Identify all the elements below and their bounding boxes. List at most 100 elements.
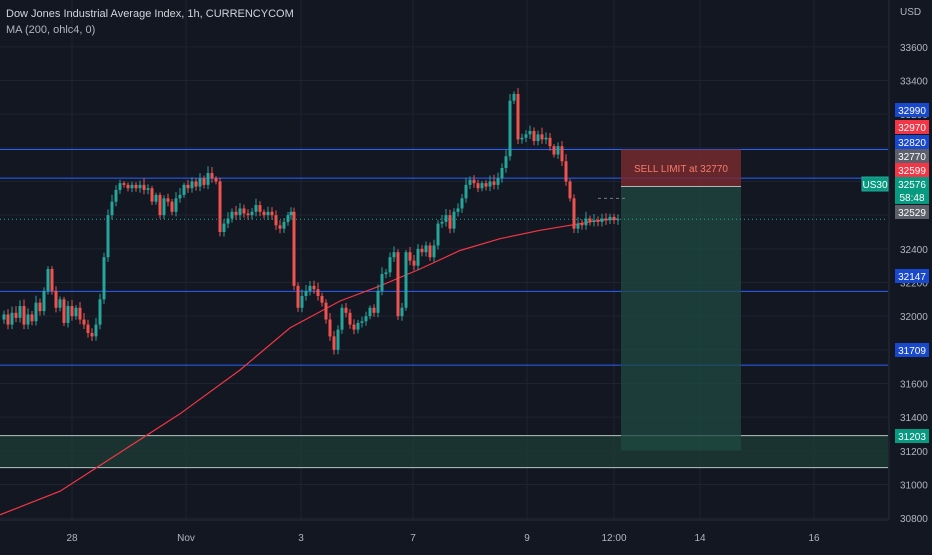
candle-body [588,218,592,222]
chart-title: Dow Jones Industrial Average Index, 1h, … [6,8,294,20]
candle-body [2,314,6,320]
candle-body [286,215,290,222]
candle-body [484,183,488,187]
candle-body [206,173,210,185]
candle-body [222,223,226,232]
price-label: 32770 [898,152,926,163]
candle-body [592,220,596,222]
candle-body [508,100,512,157]
candle-body [300,295,304,308]
candle-body [544,137,548,140]
candle-body [258,205,262,212]
candle-body [146,188,150,190]
candle-body [556,146,560,155]
candle-body [210,173,214,179]
price-label: 31709 [898,346,926,357]
ma-200-line [0,218,619,516]
short-position-tool[interactable]: SELL LIMIT at 32770 [598,149,741,451]
candle-body [158,194,162,216]
candle-body [328,319,332,337]
candle-body [98,299,102,325]
time-tick-label: 7 [410,533,416,544]
symbol-tag: US30 [862,180,887,191]
price-label: 32990 [898,106,926,117]
time-tick-label: Nov [177,533,195,544]
price-label-bg [895,103,929,117]
price-tick-label: 31200 [900,447,928,458]
price-label-bg [895,343,929,357]
price-label-bg [895,120,929,134]
candle-body [316,289,320,296]
candle-body [476,183,480,189]
candle-body [250,211,254,216]
candle-body [218,181,222,232]
candle-body [600,218,604,222]
candle-body [198,178,202,187]
candle-body [384,272,388,275]
candle-body [262,211,266,216]
time-tick-label: 12:00 [601,533,626,544]
candle-body [178,194,182,199]
candle-body [468,179,472,185]
candle-body [448,215,452,229]
candle-body [596,220,600,222]
price-label-bg [895,429,929,443]
candlesticks [2,88,620,355]
candle-body [74,307,78,317]
price-label-bg [895,269,929,283]
candle-body [568,181,572,199]
time-axis[interactable]: 28 Nov 3 7 9 12:00 14 16 [0,519,888,544]
candle-body [70,306,74,317]
candle-body [412,260,416,266]
candle-body [440,221,444,224]
candle-body [118,183,122,190]
candle-body [50,269,54,291]
price-tick-label: 33400 [900,77,928,88]
candle-body [110,201,114,216]
candle-body [230,211,234,219]
candle-body [26,314,30,325]
candle-body [452,211,456,229]
candle-body [436,223,440,246]
candle-body [576,223,580,229]
indicator-legend[interactable]: MA (200, ohlc4, 0) [6,24,96,36]
candle-body [332,336,336,350]
candle-body [106,215,110,258]
candle-body [6,314,10,325]
candle-body [336,329,340,350]
time-tick-label: 14 [694,533,706,544]
candle-body [138,184,142,189]
candle-body [368,307,372,317]
candle-body [492,181,496,185]
price-tick-label: 32400 [900,245,928,256]
candle-body [516,93,520,140]
candle-body [10,312,14,325]
candle-body [464,184,468,199]
take-profit-area[interactable] [621,186,741,451]
candle-body [488,181,492,187]
candle-body [46,269,50,291]
price-label: 32820 [898,138,926,149]
candle-body [532,131,536,142]
candle-body [536,134,540,142]
candle-body [254,205,258,212]
candle-body [296,285,300,308]
zone-fill [0,435,888,468]
symbol-tag-bg [861,176,889,192]
candle-body [174,198,178,212]
candle-body [496,178,500,185]
candle-body [480,183,484,189]
candle-body [182,184,186,195]
candle-body [86,324,90,333]
candle-body [282,221,286,229]
candle-body [162,198,166,216]
moving-average-line [0,218,619,516]
candle-body [376,290,380,313]
price-label: 31203 [898,432,926,443]
candle-body [612,216,616,221]
sell-limit-label[interactable]: SELL LIMIT at 32770 [634,164,728,175]
stop-loss-area[interactable] [621,149,741,187]
time-tick-label: 16 [808,533,820,544]
